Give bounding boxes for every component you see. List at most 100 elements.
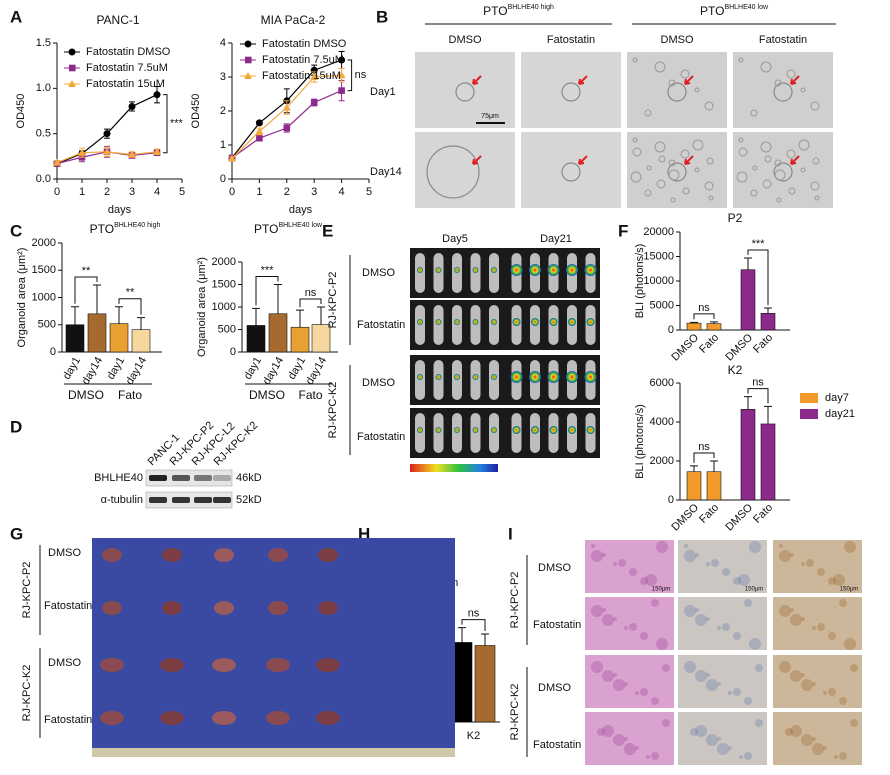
signal [584,264,597,276]
signal [435,267,442,273]
tissue [629,568,637,576]
bar [760,313,776,331]
cell [788,187,796,195]
organoid [426,145,480,199]
marker [153,91,161,99]
significance-bracket [347,59,353,92]
error-bar [317,306,325,325]
band [194,475,212,481]
tissue [728,691,732,695]
group-label: DMSO [249,388,285,402]
significance-label: *** [752,238,766,250]
treatment-label: DMSO [538,562,571,574]
error-bar [690,465,698,472]
tissue [812,737,816,741]
tissue [651,697,659,705]
chart-title: MIA PaCa-2 [261,13,326,27]
tissue [790,614,802,626]
signal [510,371,523,383]
color-scale [410,464,498,472]
tissue [624,743,636,755]
marker [283,124,291,132]
tissue [722,623,730,631]
signal [491,319,497,325]
error-bar [137,317,145,330]
significance-bracket [163,94,168,154]
tissue [684,605,696,617]
cell [812,157,820,165]
x-tick-label: day1 [61,355,83,382]
panel-letter: D [10,417,22,436]
marker [256,134,263,142]
cell [738,147,748,157]
treatment-label: Fatostatin [357,431,405,443]
legend-label: Fatostatin 7.5uM [262,54,344,66]
tissue [662,664,670,672]
tissue [817,623,825,631]
cell [658,155,666,163]
band-label: α-tubulin [101,494,143,506]
tissue [602,614,614,626]
tissue [755,719,763,727]
cell [646,165,652,171]
error-bar [93,284,101,314]
cell [760,61,772,73]
histology-image [678,597,767,650]
y-axis-label: BLI (photons/s) [634,244,646,319]
treatment-label: Fatostatin [44,600,92,612]
signal [547,371,560,383]
tissue [695,608,699,612]
tissue [684,550,696,562]
chart-title: PTOBHLHE40 low [254,222,323,236]
y-tick-label: 500 [38,319,56,331]
y-tick-label: 2000 [212,256,236,268]
signal [512,318,521,326]
y-tick-label: 2000 [32,237,56,249]
significance-label: ns [355,69,367,81]
histology-image [585,540,674,593]
x-tick-label: day14 [261,355,286,387]
tissue [844,541,856,553]
error-bar [115,306,123,324]
signal [586,426,595,434]
tumor [100,658,124,672]
band [194,497,212,503]
cell [810,181,820,191]
tissue [790,670,802,682]
significance-label: ns [698,441,710,453]
y-tick-label: 0 [220,173,226,185]
tissue [651,752,659,760]
cell [668,79,676,87]
tissue [613,673,617,677]
scale-label: 75μm [481,113,499,120]
x-axis-label: days [108,204,132,216]
tissue [651,599,659,607]
tumor [160,711,184,725]
y-tick-label: 15000 [643,250,674,262]
y-axis-label: BLI (photons/s) [634,404,646,479]
organoid-image [733,132,833,208]
tissue [706,617,710,621]
title-text: P2 [728,211,743,225]
signal [568,426,576,434]
x-tick-label: 2 [284,186,290,198]
tissue [591,544,595,548]
y-tick-label: 10000 [643,275,674,287]
y-tick-label: 0.5 [36,128,51,140]
y-tick-label: 1500 [32,264,56,276]
legend-label: Fatostatin 7.5uM [86,62,168,74]
signal [435,319,442,325]
column-label: DMSO [449,34,482,46]
y-tick-label: 1 [220,139,226,151]
bar [131,329,151,353]
signal [417,374,423,380]
tissue [591,661,603,673]
significance-bracket [299,298,322,308]
cell [632,147,642,157]
x-tick-label: Fato [697,502,721,526]
band [149,497,167,503]
marker [338,56,346,64]
significance-label: ns [752,377,764,389]
title-text: PTO [90,222,114,236]
scale-label: 150μm [840,587,858,593]
